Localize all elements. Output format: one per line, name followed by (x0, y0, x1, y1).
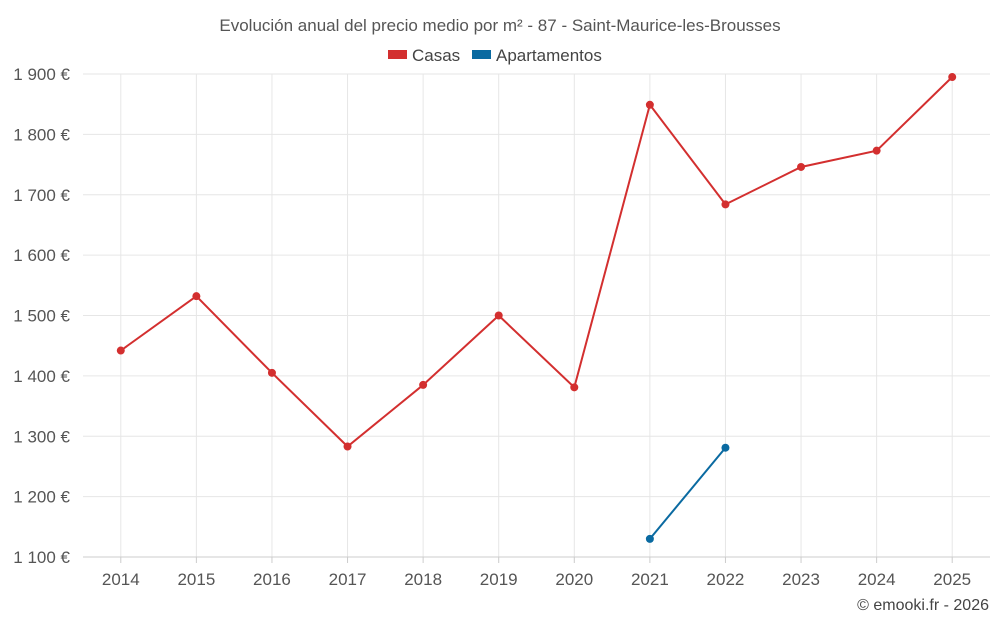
series-line-casas (120, 76, 953, 448)
data-point-casas[interactable] (419, 380, 428, 389)
y-tick-label: 1 500 € (13, 307, 70, 326)
series-apartamentos (645, 443, 730, 543)
y-tick-label: 1 800 € (13, 125, 70, 144)
series (116, 73, 957, 543)
x-tick-label: 2018 (404, 570, 442, 589)
x-tick-label: 2023 (782, 570, 820, 589)
y-tick-label: 1 900 € (13, 65, 70, 84)
x-tick-label: 2021 (631, 570, 669, 589)
x-axis: 2014 2015 2016 2017 2018 2019 2020 2021 2022 2023… (83, 556, 990, 589)
x-tick-label: 2019 (480, 570, 518, 589)
data-point-casas[interactable] (570, 383, 579, 392)
x-tick-label: 2017 (329, 570, 367, 589)
data-point-casas[interactable] (797, 162, 806, 171)
x-tick-label: 2015 (177, 570, 215, 589)
legend: Casas Apartamentos (388, 46, 602, 65)
series-casas (116, 73, 957, 451)
legend-item-apartamentos[interactable]: Apartamentos (472, 46, 602, 65)
y-tick-label: 1 400 € (13, 367, 70, 386)
legend-label-casas: Casas (412, 46, 460, 65)
credit: © emooki.fr - 2026 (857, 597, 989, 614)
y-tick-label: 1 600 € (13, 246, 70, 265)
x-tick-label: 2025 (933, 570, 971, 589)
data-point-casas[interactable] (948, 73, 957, 82)
data-point-casas[interactable] (267, 368, 276, 377)
y-tick-label: 1 100 € (13, 548, 70, 567)
legend-item-casas[interactable]: Casas (388, 46, 460, 65)
chart-title: Evolución anual del precio medio por m² … (219, 16, 780, 35)
y-tick-label: 1 300 € (13, 427, 70, 446)
data-point-apartamentos[interactable] (721, 443, 730, 452)
y-tick-label: 1 200 € (13, 488, 70, 507)
x-tick-label: 2020 (555, 570, 593, 589)
data-point-casas[interactable] (494, 311, 503, 320)
legend-label-apartamentos: Apartamentos (496, 46, 602, 65)
x-tick-label: 2014 (102, 570, 140, 589)
data-point-casas[interactable] (872, 146, 881, 155)
legend-swatch-apartamentos (472, 50, 491, 59)
data-point-casas[interactable] (343, 442, 352, 451)
data-point-casas[interactable] (116, 346, 125, 355)
data-point-casas[interactable] (645, 100, 654, 109)
x-tick-label: 2016 (253, 570, 291, 589)
data-point-casas[interactable] (721, 200, 730, 209)
y-axis: 1 100 € 1 200 € 1 300 € 1 400 € 1 500 € 1 600… (13, 65, 70, 567)
y-tick-label: 1 700 € (13, 186, 70, 205)
data-point-casas[interactable] (192, 292, 201, 301)
legend-swatch-casas (388, 50, 407, 59)
data-point-apartamentos[interactable] (645, 534, 654, 543)
x-tick-label: 2022 (707, 570, 745, 589)
grid (83, 73, 990, 558)
series-line-apartamentos (649, 447, 727, 540)
x-tick-label: 2024 (858, 570, 896, 589)
